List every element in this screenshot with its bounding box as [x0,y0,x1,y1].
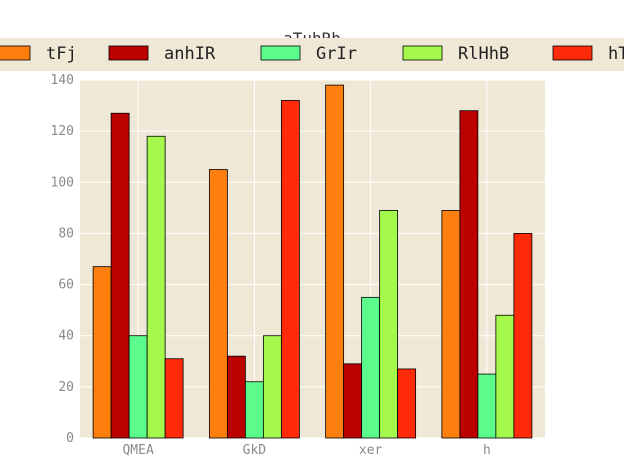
bar [513,233,533,439]
legend-swatch [108,45,149,61]
y-tick-label: 140 [51,73,74,88]
y-tick-label: 40 [58,329,74,344]
bar [164,358,184,439]
legend-label: RlHhB [458,44,509,64]
bar [379,210,399,439]
y-tick-label: 20 [58,380,74,395]
bar [92,266,112,439]
y-tick-label: 100 [51,175,74,190]
bar [441,210,461,439]
bar [343,363,363,439]
legend-label: hT [608,44,624,64]
bar [110,112,130,439]
bar [477,373,497,439]
legend-label: tFj [46,44,77,64]
bar [361,296,381,439]
x-tick-label: GkD [243,443,267,458]
legend-box [0,38,624,71]
x-tick-label: xer [359,443,383,458]
bar [208,169,228,439]
legend-label: anhIR [164,44,216,64]
bar [459,110,479,439]
bar [495,314,515,439]
legend-swatch [260,45,301,61]
bar [280,100,300,439]
bar [128,335,148,439]
bar [262,335,282,439]
legend-label: GrIr [316,44,357,64]
x-tick-label: h [483,443,491,458]
legend-swatch [552,45,593,61]
y-tick-label: 80 [58,226,74,241]
legend-swatch [0,45,31,61]
bar [397,368,417,439]
x-tick-label: QMEA [122,443,153,458]
y-tick-label: 60 [58,278,74,293]
bar [226,355,246,439]
bar [146,135,166,439]
y-tick-label: 120 [51,124,74,139]
legend-swatch [402,45,443,61]
bar [325,84,345,439]
bar [244,381,264,439]
y-tick-label: 0 [66,431,74,446]
